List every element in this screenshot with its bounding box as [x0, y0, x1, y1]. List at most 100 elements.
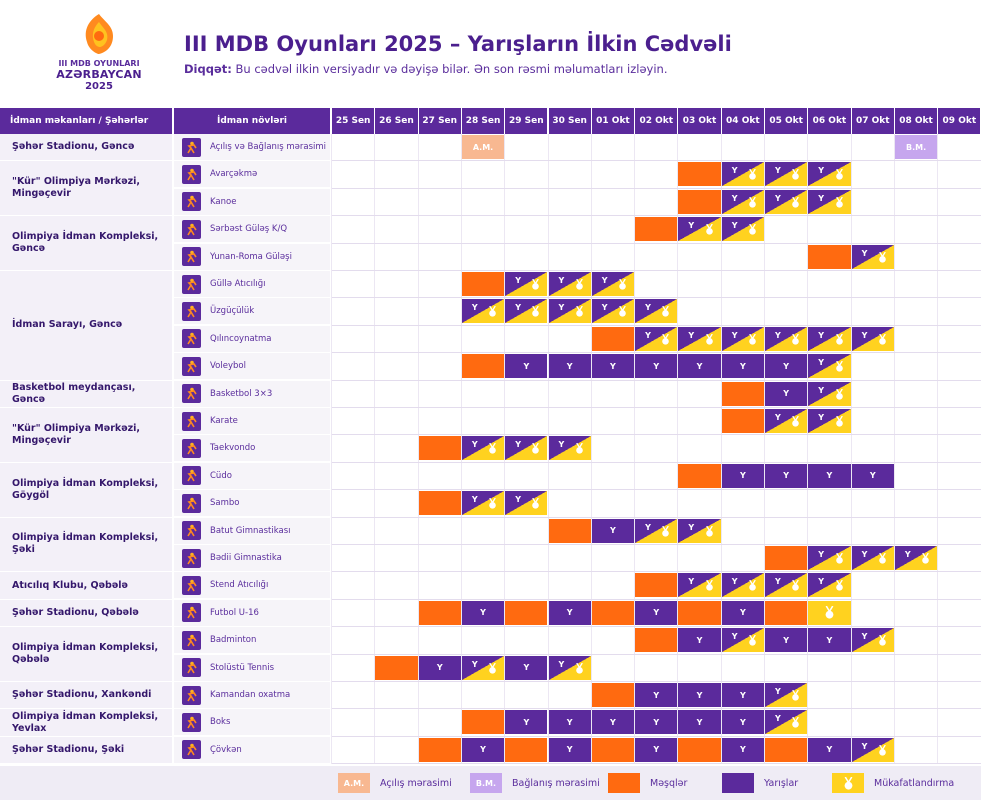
- badminton-icon: [182, 630, 201, 650]
- training-cell: [635, 217, 678, 242]
- medal-icon: [835, 196, 843, 208]
- medal-icon: [749, 580, 756, 592]
- training-cell: [418, 737, 461, 762]
- medal-wrap: [487, 494, 498, 513]
- medal-wrap: [617, 275, 628, 294]
- closing-ceremony-cell: B.M.: [894, 135, 938, 159]
- sport-name: Basketbol 3×3: [210, 388, 273, 399]
- training-cell: [591, 737, 635, 762]
- competition-cell: Y: [461, 737, 505, 762]
- medal-wrap: [790, 576, 801, 595]
- sport-name: Bədii Gimnastika: [210, 553, 282, 563]
- medal-icon: [835, 388, 843, 400]
- date-header: 29 Sen: [505, 108, 548, 134]
- competition-cell: Y: [461, 600, 505, 625]
- competition-award-cell: Y: [765, 409, 808, 433]
- competition-award-cell: Y: [721, 573, 764, 598]
- competition-label: Y: [515, 276, 521, 285]
- competition-cell: Y: [765, 463, 808, 488]
- sport-name-cell: Stend Atıcılığı: [174, 572, 330, 600]
- sport-name: Karate: [210, 416, 238, 426]
- legend-label: Bağlanış mərasimi: [512, 777, 600, 789]
- award-cell: [808, 600, 851, 625]
- competition-label: Y: [775, 330, 781, 340]
- training-cell: [505, 600, 548, 625]
- medal-wrap: [530, 275, 541, 294]
- competition-award-cell: Y: [765, 573, 808, 598]
- grid-row-line: [332, 626, 981, 628]
- logo-line-3: 2025: [85, 81, 113, 92]
- medal-wrap: [877, 631, 888, 650]
- date-header: 05 Okt: [765, 108, 808, 134]
- date-header: 02 Okt: [635, 108, 678, 134]
- medal-wrap: [574, 302, 585, 321]
- training-cell: [591, 600, 635, 625]
- competition-award-cell: Y: [548, 272, 591, 296]
- sport-name: Batut Gimnastikası: [210, 525, 291, 536]
- competition-label: Y: [861, 741, 868, 751]
- sport-name-cell: Çövkən: [174, 736, 330, 764]
- medal-wrap: [747, 165, 758, 184]
- competition-label: Y: [861, 632, 868, 642]
- training-cell: [678, 463, 721, 488]
- medal-icon: [792, 333, 800, 345]
- medal-icon: [825, 606, 834, 619]
- training-cell: [461, 710, 505, 735]
- medal-icon: [835, 415, 843, 427]
- training-cell: [678, 737, 721, 762]
- grid-column-line: [850, 134, 852, 765]
- medal-wrap: [704, 576, 715, 595]
- competition-label: Y: [645, 330, 651, 340]
- date-header: 01 Okt: [591, 108, 635, 134]
- medal-icon: [489, 306, 496, 318]
- medal-wrap: [877, 549, 888, 568]
- medal-icon: [749, 634, 756, 646]
- date-header: 06 Okt: [808, 108, 851, 134]
- training-cell: [678, 189, 721, 214]
- competition-award-cell: Y: [808, 409, 851, 433]
- medal-icon: [835, 552, 843, 564]
- sport-name: Qılıncoynatma: [210, 333, 272, 344]
- medal-icon: [575, 443, 583, 455]
- medal-icon: [749, 196, 756, 208]
- training-cell: [418, 436, 461, 461]
- medal-icon: [532, 443, 540, 455]
- date-header: 30 Sen: [548, 108, 591, 134]
- competition-label: Y: [818, 330, 825, 340]
- competition-label: Y: [818, 193, 825, 203]
- medal-icon: [922, 552, 929, 564]
- ceremony-icon: [182, 137, 201, 157]
- logo-line-2: AZƏRBAYCAN: [56, 68, 142, 81]
- medal-wrap: [487, 302, 498, 321]
- competition-cell: Y: [678, 683, 721, 707]
- competition-award-cell: Y: [721, 217, 764, 242]
- training-cell: [765, 546, 808, 570]
- opening-ceremony-cell: A.M.: [461, 135, 505, 159]
- medal-wrap: [747, 193, 758, 212]
- competition-award-cell: Y: [808, 381, 851, 406]
- legend-swatch: [722, 773, 754, 793]
- legend-label: Məşqlər: [650, 777, 688, 789]
- medal-wrap: [834, 549, 845, 568]
- competition-label: Y: [775, 577, 781, 587]
- competition-label: Y: [818, 550, 825, 559]
- competition-award-cell: Y: [678, 217, 721, 242]
- medal-wrap: [877, 330, 888, 349]
- legend-swatch: [608, 773, 640, 793]
- grid-row-line: [332, 489, 981, 491]
- competition-label: Y: [861, 330, 868, 340]
- medal-icon: [835, 333, 843, 345]
- competition-award-cell: Y: [851, 244, 894, 269]
- medal-icon: [835, 360, 843, 372]
- medal-icon: [835, 580, 843, 592]
- sport-name: Avarçəkmə: [210, 169, 258, 180]
- medal-wrap: [790, 330, 801, 349]
- grid-row-line: [332, 708, 981, 710]
- competition-label: Y: [775, 714, 781, 724]
- competition-award-cell: Y: [765, 683, 808, 707]
- canoe-icon: [182, 192, 201, 212]
- medal-wrap: [877, 248, 888, 267]
- competition-label: Y: [731, 166, 738, 176]
- medal-wrap: [877, 741, 888, 760]
- competition-label: Y: [471, 659, 478, 669]
